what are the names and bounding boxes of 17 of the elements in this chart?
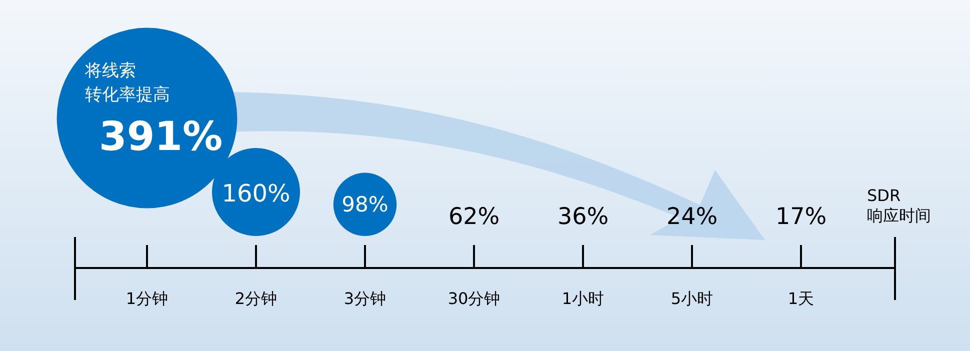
category-label: 30分钟 — [448, 289, 500, 308]
data-label: 17% — [775, 204, 827, 230]
text: 将线索 — [84, 61, 136, 81]
data-label: 24% — [666, 204, 718, 230]
category-label: 1天 — [788, 289, 814, 308]
text: 转化率提高 — [85, 85, 170, 105]
category-label: 3分钟 — [344, 289, 386, 308]
data-label: 36% — [557, 204, 609, 230]
category-label: 1小时 — [562, 289, 604, 308]
data-label: 98% — [342, 192, 388, 216]
data-label: 391% — [99, 114, 223, 160]
category-label: 5小时 — [670, 289, 714, 308]
category-label: 1分钟 — [126, 289, 168, 308]
text: SDR 响应时间 — [867, 186, 931, 225]
data-label: 62% — [448, 204, 500, 230]
category-label: 2分钟 — [234, 289, 278, 308]
data-label: 160% — [222, 180, 290, 208]
